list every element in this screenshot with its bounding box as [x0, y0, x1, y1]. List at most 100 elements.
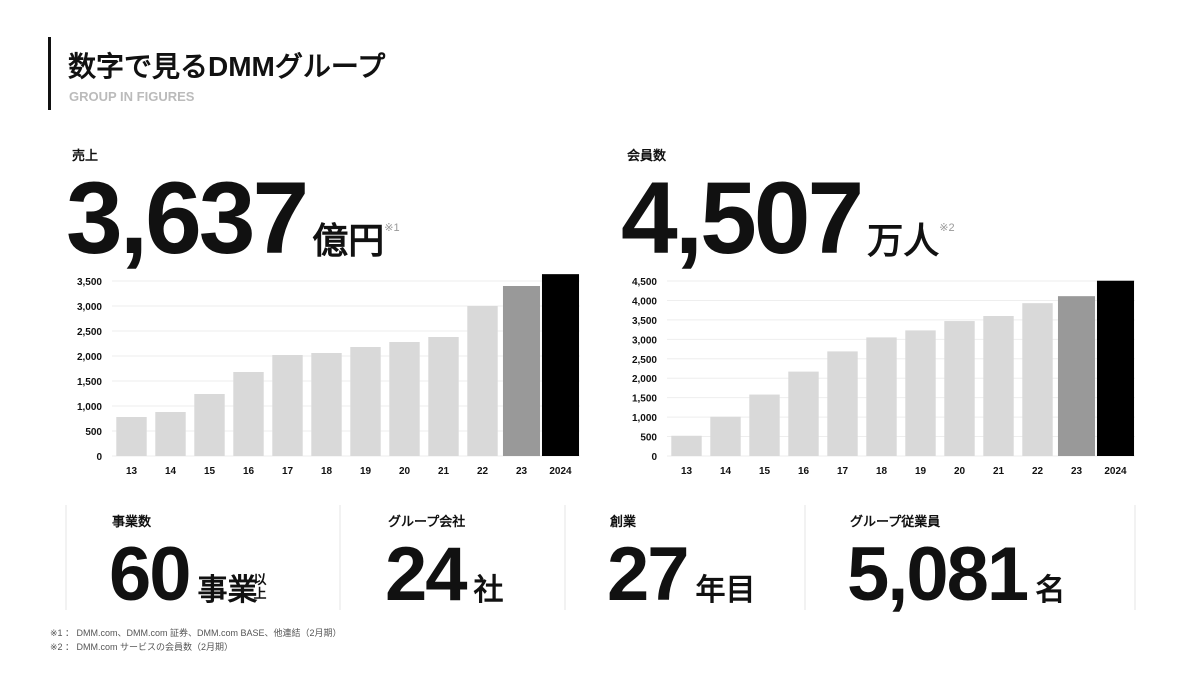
headline-value: 3,637 億円※1 — [66, 161, 400, 275]
x-tick-label: 20 — [399, 466, 411, 477]
x-tick-label: 16 — [798, 466, 810, 477]
y-tick-label: 2,500 — [77, 327, 102, 338]
y-tick-label: 2,000 — [632, 374, 657, 385]
kpi-value: 27 年目 — [607, 532, 756, 617]
headline-number: 4,507 — [621, 161, 861, 275]
headline-number: 3,637 — [66, 161, 306, 275]
x-tick-label: 14 — [165, 466, 177, 477]
y-tick-label: 3,000 — [77, 302, 102, 313]
y-tick-label: 2,000 — [77, 352, 102, 363]
y-tick-label: 3,500 — [632, 316, 657, 327]
kpi-value: 60 事業 — [109, 532, 258, 617]
kpi-unit: 年目 — [696, 574, 756, 607]
y-tick-label: 0 — [96, 452, 102, 463]
bar — [671, 435, 702, 456]
x-tick-label: 17 — [282, 466, 294, 477]
y-tick-label: 3,000 — [632, 335, 657, 346]
x-tick-label: 13 — [681, 466, 693, 477]
bar — [350, 347, 381, 456]
x-tick-label: 15 — [204, 466, 216, 477]
headline-value: 4,507 万人※2 — [621, 161, 955, 275]
bar — [155, 412, 186, 456]
x-tick-label: 14 — [720, 466, 732, 477]
x-tick-label: 15 — [759, 466, 771, 477]
x-tick-label: 21 — [993, 466, 1005, 477]
kpi-label: 事業数 — [112, 514, 152, 529]
bar — [1022, 303, 1053, 456]
kpi-unit: 名 — [1035, 574, 1065, 607]
bar — [502, 286, 541, 456]
footnote: ※2 ： DMM.com サービスの会員数（2月期） — [50, 641, 233, 652]
y-tick-label: 500 — [640, 433, 657, 444]
x-tick-label: 19 — [360, 466, 372, 477]
bar — [311, 353, 342, 456]
chart-title: 会員数 — [627, 148, 667, 163]
x-tick-label: 19 — [915, 466, 927, 477]
bar — [116, 417, 147, 456]
y-tick-label: 0 — [651, 452, 657, 463]
kpi-suffix-char: 以 — [254, 572, 267, 587]
kpi-value: 5,081 名 — [847, 532, 1065, 617]
y-tick-label: 2,500 — [632, 355, 657, 366]
header-bar — [48, 37, 51, 110]
y-tick-label: 1,500 — [77, 377, 102, 388]
kpi-label: 創業 — [609, 514, 637, 529]
footnote: ※1 ： DMM.com、DMM.com 証券、DMM.com BASE、他連結… — [50, 627, 342, 638]
x-tick-label: 22 — [1032, 466, 1044, 477]
bar — [983, 316, 1014, 456]
y-tick-label: 4,500 — [632, 277, 657, 288]
headline-unit: 万人 — [867, 220, 939, 261]
headline-note: ※1 — [384, 222, 399, 234]
bar — [272, 355, 303, 456]
y-tick-label: 1,500 — [632, 394, 657, 405]
kpi-suffix-char: 上 — [254, 586, 267, 601]
bar — [428, 337, 459, 456]
y-tick-label: 1,000 — [632, 413, 657, 424]
kpi-value: 24 社 — [385, 532, 504, 617]
bar — [944, 321, 975, 456]
bar — [541, 274, 580, 456]
x-tick-label: 23 — [1071, 466, 1083, 477]
kpi-unit: 事業 — [198, 574, 258, 607]
y-tick-label: 1,000 — [77, 402, 102, 413]
bar — [749, 394, 780, 456]
chart-title: 売上 — [72, 148, 98, 163]
kpi-number: 5,081 — [847, 532, 1028, 617]
x-tick-label: 21 — [438, 466, 450, 477]
page-subtitle: GROUP IN FIGURES — [69, 89, 195, 104]
bar — [710, 416, 741, 456]
y-tick-label: 4,000 — [632, 296, 657, 307]
bar — [1057, 296, 1096, 456]
bar — [233, 372, 264, 456]
x-tick-label: 22 — [477, 466, 489, 477]
bar — [866, 337, 897, 456]
kpi-suffix: 以上 — [254, 572, 267, 601]
kpi-number: 24 — [385, 532, 467, 617]
y-tick-label: 3,500 — [77, 277, 102, 288]
kpi-unit: 社 — [474, 574, 504, 607]
headline-unit: 億円 — [312, 220, 384, 261]
bar — [389, 342, 420, 456]
x-tick-label: 2024 — [549, 466, 572, 477]
x-tick-label: 23 — [516, 466, 528, 477]
y-tick-label: 500 — [85, 427, 102, 438]
x-tick-label: 13 — [126, 466, 138, 477]
bar — [905, 330, 936, 456]
x-tick-label: 16 — [243, 466, 255, 477]
kpi-label: グループ従業員 — [850, 514, 940, 529]
x-tick-label: 2024 — [1104, 466, 1127, 477]
headline-note: ※2 — [939, 222, 954, 234]
x-tick-label: 18 — [876, 466, 888, 477]
bar — [1096, 280, 1135, 456]
x-tick-label: 17 — [837, 466, 849, 477]
kpi-number: 27 — [607, 532, 688, 617]
kpi-number: 60 — [109, 532, 190, 617]
bar — [467, 306, 498, 456]
bar — [827, 351, 858, 456]
bar — [788, 371, 819, 456]
page-title: 数字で見るDMMグループ — [68, 50, 386, 82]
x-tick-label: 18 — [321, 466, 333, 477]
x-tick-label: 20 — [954, 466, 966, 477]
